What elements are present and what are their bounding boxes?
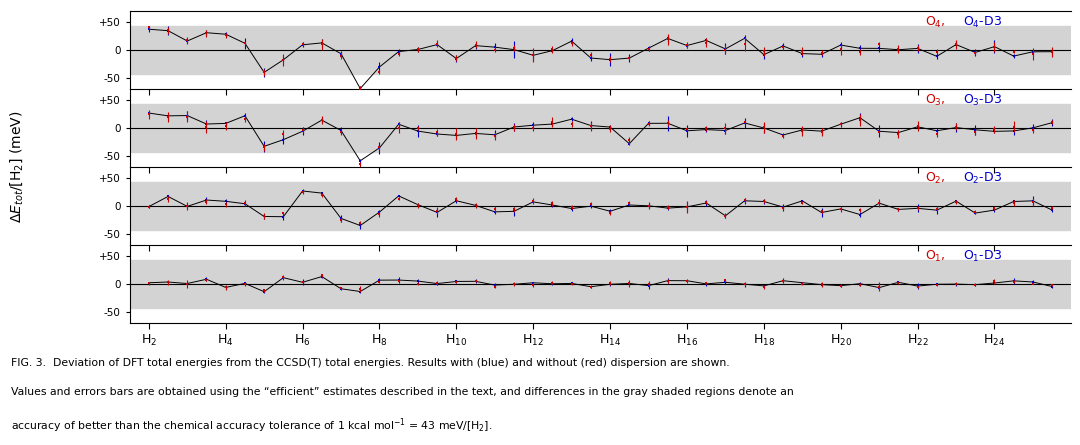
Text: $\Delta E_{tot}/[\mathrm{H}_2]$ (meV): $\Delta E_{tot}/[\mathrm{H}_2]$ (meV) bbox=[8, 111, 25, 223]
Text: O$_1$-D3: O$_1$-D3 bbox=[963, 249, 1002, 264]
Text: accuracy of better than the chemical accuracy tolerance of 1 kcal mol$^{-1}$ = 4: accuracy of better than the chemical acc… bbox=[11, 416, 492, 435]
Text: O$_4$-D3: O$_4$-D3 bbox=[963, 15, 1002, 30]
Bar bbox=[130, 26, 1071, 74]
Text: FIG. 3.  Deviation of DFT total energies from the CCSD(T) total energies. Result: FIG. 3. Deviation of DFT total energies … bbox=[11, 358, 729, 368]
Text: O$_3$,: O$_3$, bbox=[926, 93, 951, 108]
Bar bbox=[130, 182, 1071, 230]
Text: Values and errors bars are obtained using the “efficient” estimates described in: Values and errors bars are obtained usin… bbox=[11, 387, 794, 397]
Text: O$_2$,: O$_2$, bbox=[926, 171, 951, 186]
Text: O$_3$-D3: O$_3$-D3 bbox=[963, 93, 1002, 108]
Text: O$_1$,: O$_1$, bbox=[926, 249, 951, 264]
Bar bbox=[130, 104, 1071, 152]
Bar bbox=[130, 260, 1071, 307]
Text: O$_4$,: O$_4$, bbox=[926, 15, 951, 30]
Text: O$_2$-D3: O$_2$-D3 bbox=[963, 171, 1002, 186]
